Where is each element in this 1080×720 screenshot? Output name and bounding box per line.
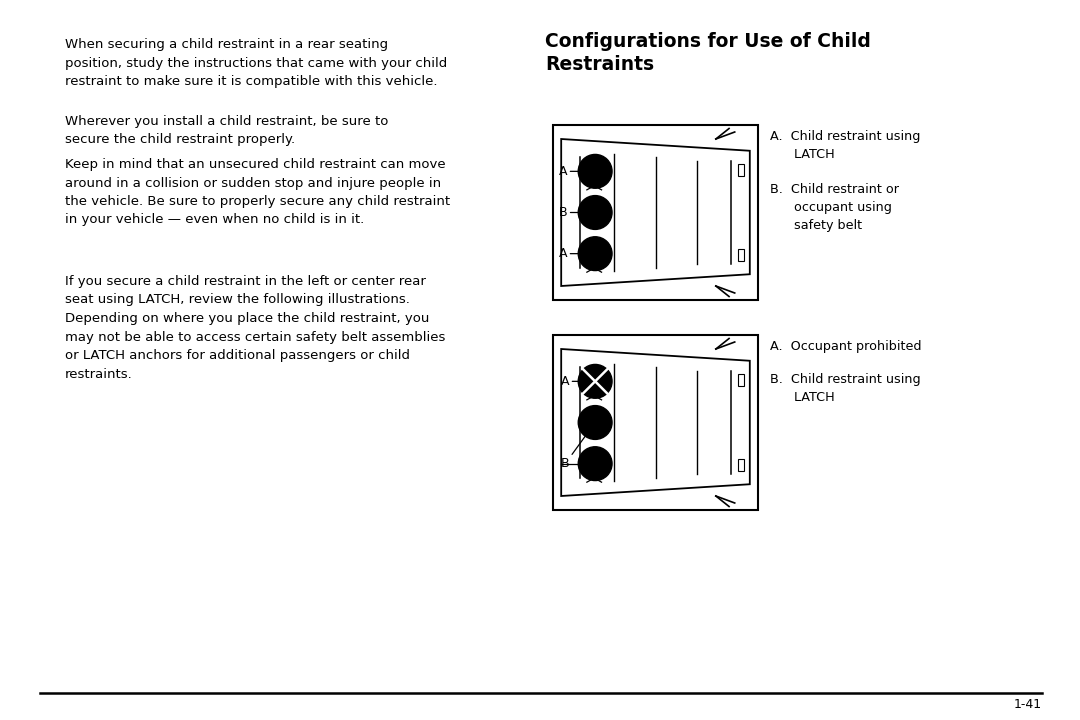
Text: Keep in mind that an unsecured child restraint can move
around in a collision or: Keep in mind that an unsecured child res… bbox=[65, 158, 450, 227]
Polygon shape bbox=[562, 349, 750, 496]
Circle shape bbox=[578, 446, 612, 480]
Circle shape bbox=[578, 154, 612, 188]
Text: B: B bbox=[561, 426, 593, 470]
Circle shape bbox=[578, 237, 612, 271]
Text: A: A bbox=[561, 375, 591, 388]
Text: A: A bbox=[559, 165, 591, 178]
Bar bbox=[553, 335, 758, 510]
Bar bbox=[553, 125, 758, 300]
Circle shape bbox=[578, 196, 612, 230]
Circle shape bbox=[578, 405, 612, 439]
Bar bbox=[739, 459, 744, 471]
Bar bbox=[739, 164, 744, 176]
Polygon shape bbox=[562, 139, 750, 286]
Text: B.  Child restraint using
      LATCH: B. Child restraint using LATCH bbox=[770, 373, 920, 404]
Text: If you secure a child restraint in the left or center rear
seat using LATCH, rev: If you secure a child restraint in the l… bbox=[65, 275, 445, 380]
Circle shape bbox=[578, 364, 612, 398]
Text: B: B bbox=[559, 206, 591, 219]
Bar bbox=[739, 374, 744, 386]
Text: B.  Child restraint or
      occupant using
      safety belt: B. Child restraint or occupant using saf… bbox=[770, 183, 899, 232]
Text: A.  Child restraint using
      LATCH: A. Child restraint using LATCH bbox=[770, 130, 920, 161]
Text: A: A bbox=[559, 247, 591, 260]
Bar bbox=[739, 249, 744, 261]
Text: A.  Occupant prohibited: A. Occupant prohibited bbox=[770, 340, 921, 353]
Text: When securing a child restraint in a rear seating
position, study the instructio: When securing a child restraint in a rea… bbox=[65, 38, 447, 88]
Text: Wherever you install a child restraint, be sure to
secure the child restraint pr: Wherever you install a child restraint, … bbox=[65, 115, 389, 146]
Text: Configurations for Use of Child
Restraints: Configurations for Use of Child Restrain… bbox=[545, 32, 870, 74]
Text: 1-41: 1-41 bbox=[1014, 698, 1042, 711]
